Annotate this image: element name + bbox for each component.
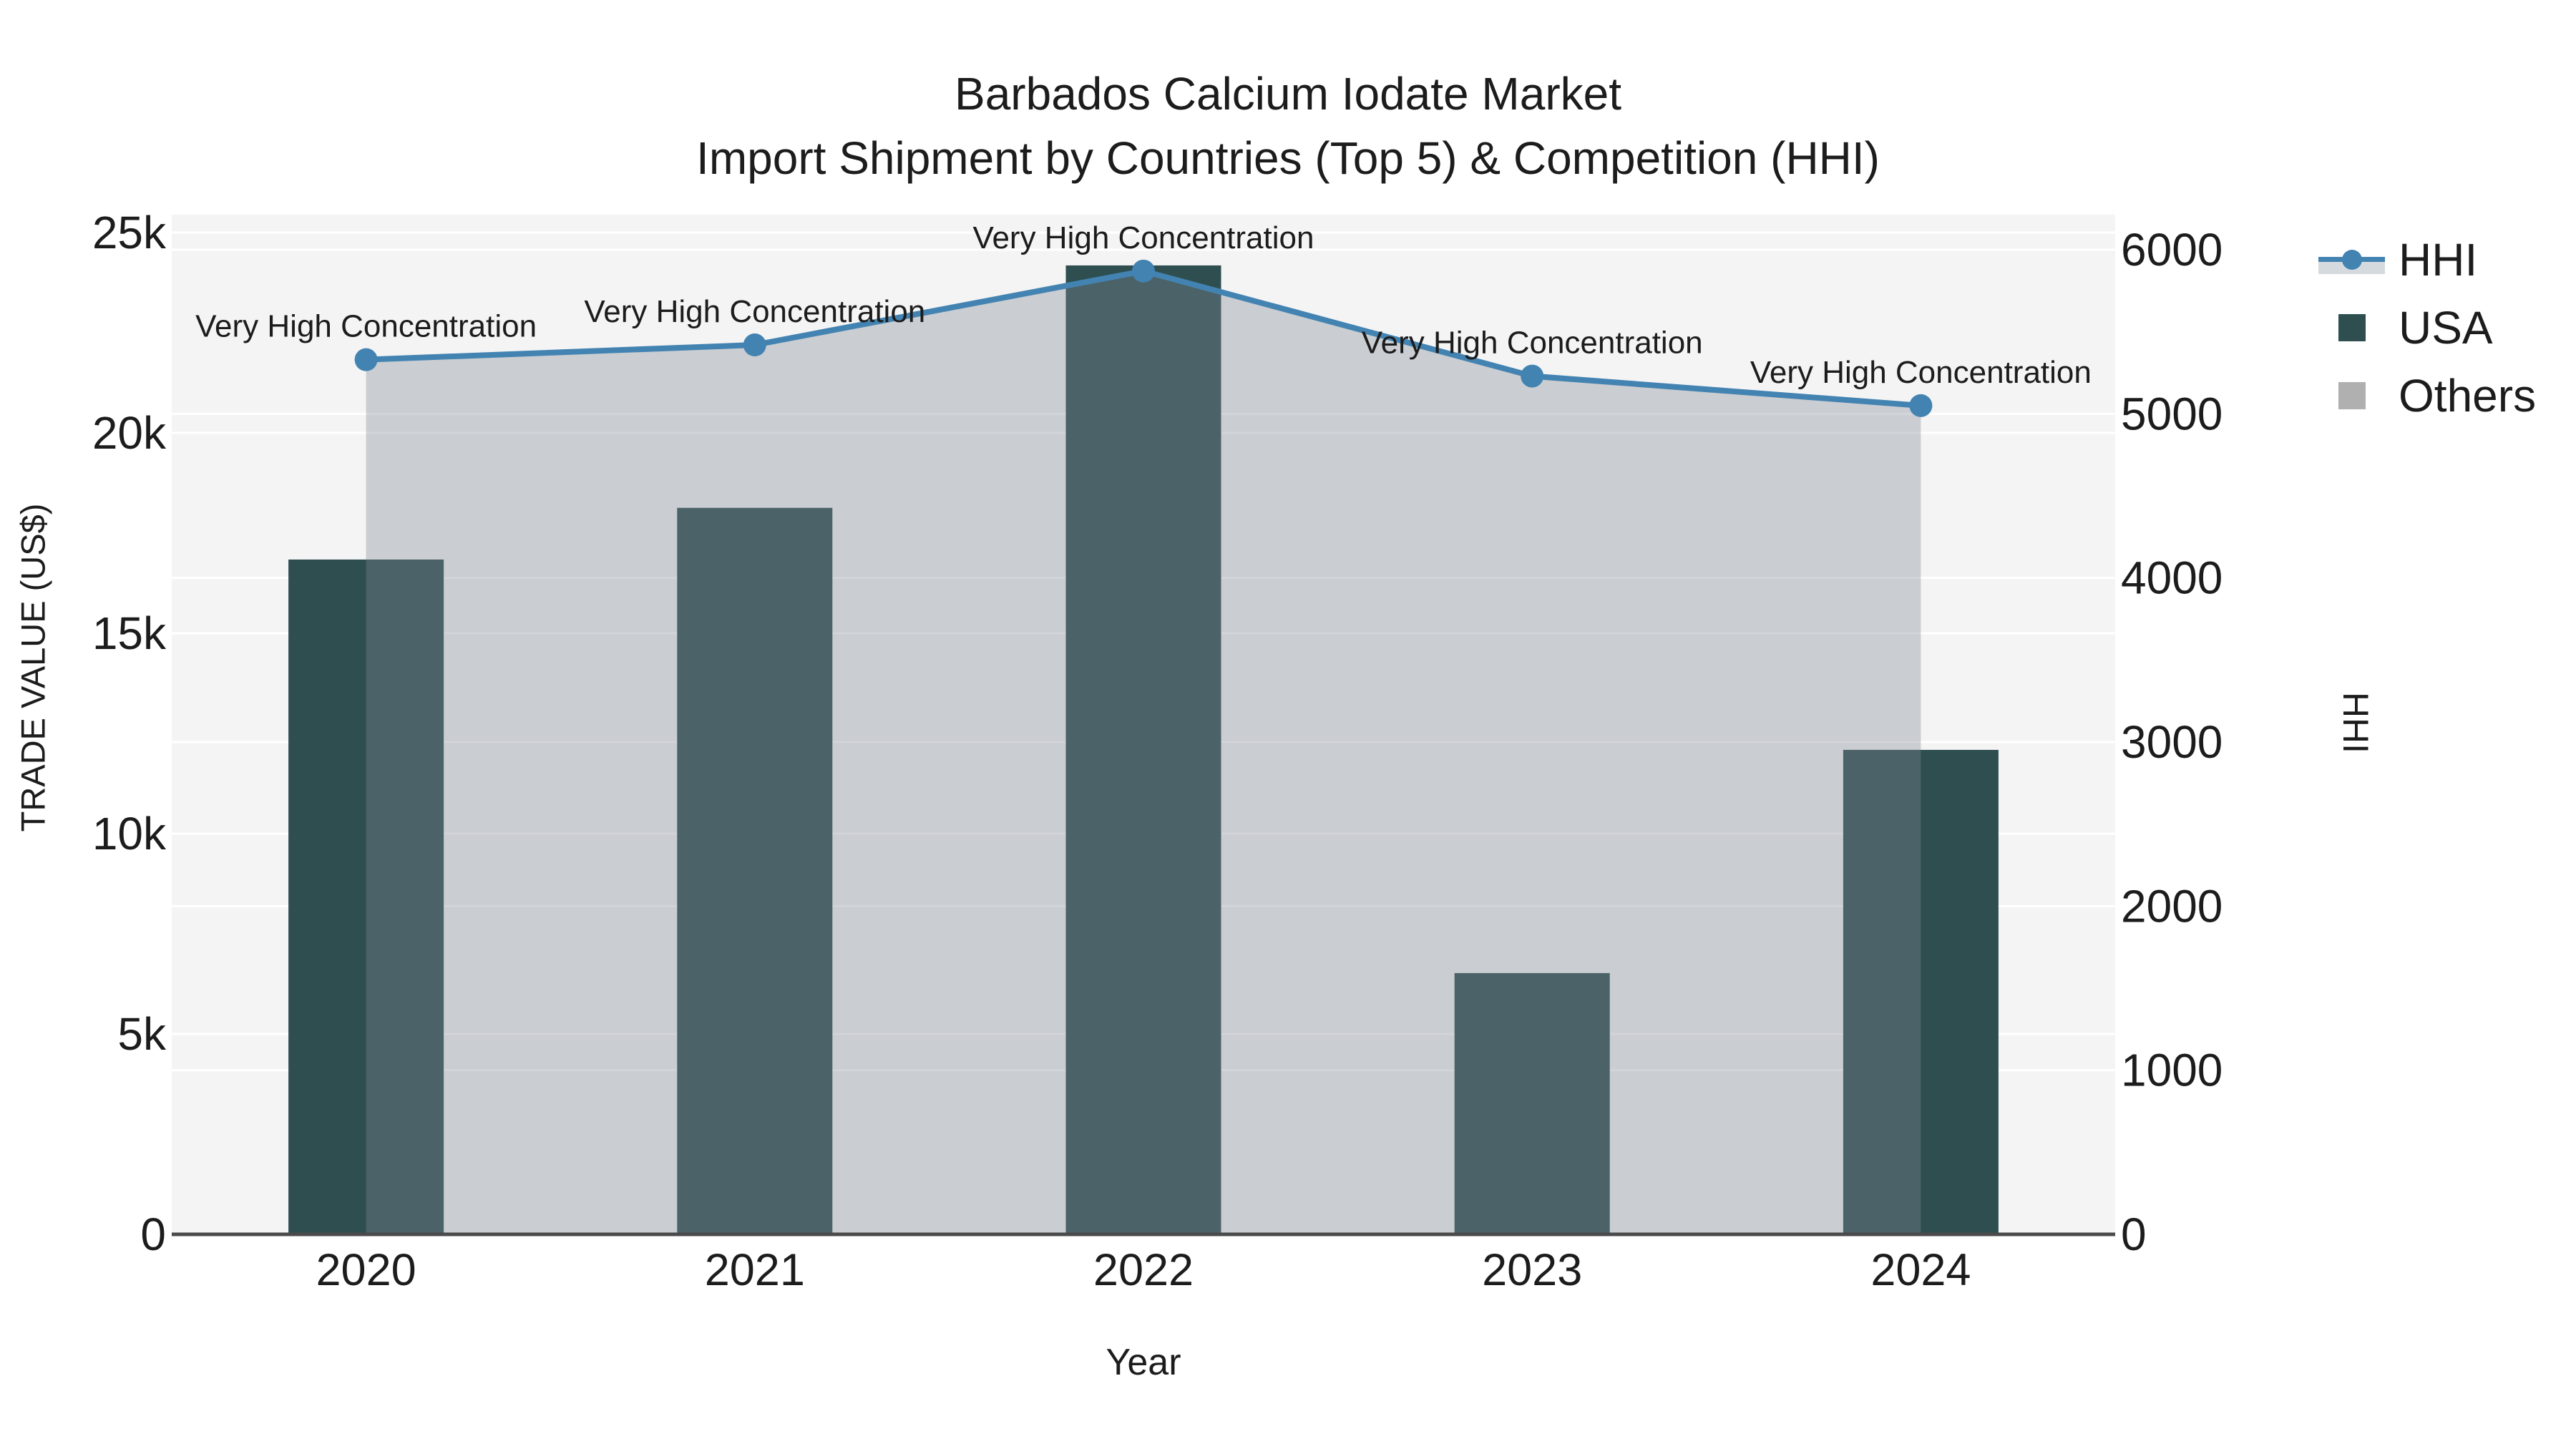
annotation-2020: Very High Concentration [195, 309, 537, 344]
right-axis-title: HHI [2336, 691, 2376, 754]
legend-label-usa: USA [2399, 302, 2493, 353]
bar-usa-2024[interactable] [1843, 749, 1999, 1234]
x-tick-2024: 2024 [1870, 1245, 1971, 1295]
x-tick-2020: 2020 [316, 1245, 416, 1295]
right-tick-6000: 6000 [2121, 224, 2223, 275]
hhi-marker-2021[interactable] [743, 333, 766, 357]
hhi-marker-icon [2342, 250, 2362, 270]
right-tick-2000: 2000 [2121, 880, 2223, 932]
left-tick-5k: 5k [117, 1008, 167, 1060]
hhi-marker-2024[interactable] [1909, 394, 1933, 417]
right-tick-4000: 4000 [2121, 552, 2223, 604]
right-tick-3000: 3000 [2121, 716, 2223, 768]
legend-swatch-hhi [2318, 244, 2385, 275]
legend-label-hhi: HHI [2399, 234, 2478, 286]
x-axis-title: Year [1106, 1342, 1181, 1383]
legend-label-others: Others [2399, 370, 2537, 421]
bar-usa-2020[interactable] [288, 559, 444, 1234]
legend-item-usa[interactable]: USA [2318, 302, 2536, 353]
chart-title: Barbados Calcium Iodate Market [955, 68, 1621, 119]
bar-usa-2022[interactable] [1065, 265, 1221, 1234]
legend-item-hhi[interactable]: HHI [2318, 234, 2536, 286]
legend-item-others[interactable]: Others [2318, 370, 2536, 421]
left-tick-25k: 25k [92, 207, 167, 258]
legend: HHI USA Others [2318, 234, 2536, 442]
x-tick-2023: 2023 [1482, 1245, 1582, 1295]
right-tick-1000: 1000 [2121, 1045, 2223, 1096]
hhi-marker-2020[interactable] [354, 348, 378, 371]
left-tick-15k: 15k [92, 608, 167, 659]
annotation-2023: Very High Concentration [1362, 326, 1703, 361]
left-tick-0: 0 [140, 1209, 166, 1260]
legend-swatch-usa [2338, 314, 2366, 341]
left-tick-20k: 20k [92, 407, 167, 459]
legend-swatch-others [2338, 382, 2366, 409]
hhi-marker-2022[interactable] [1132, 259, 1155, 283]
x-tick-2021: 2021 [705, 1245, 805, 1295]
right-tick-5000: 5000 [2121, 388, 2223, 439]
bar-usa-2023[interactable] [1454, 972, 1610, 1234]
hhi-marker-2023[interactable] [1521, 364, 1544, 388]
chart-subtitle: Import Shipment by Countries (Top 5) & C… [696, 132, 1880, 184]
left-tick-10k: 10k [92, 808, 167, 859]
right-tick-0: 0 [2121, 1209, 2147, 1260]
annotation-2024: Very High Concentration [1750, 355, 2092, 390]
left-axis-title: TRADE VALUE (US$) [14, 503, 52, 832]
x-tick-2022: 2022 [1093, 1245, 1194, 1295]
hhi-area [366, 270, 1921, 1234]
bar-usa-2021[interactable] [677, 507, 833, 1234]
annotation-2022: Very High Concentration [973, 220, 1314, 255]
annotation-2021: Very High Concentration [584, 294, 925, 329]
